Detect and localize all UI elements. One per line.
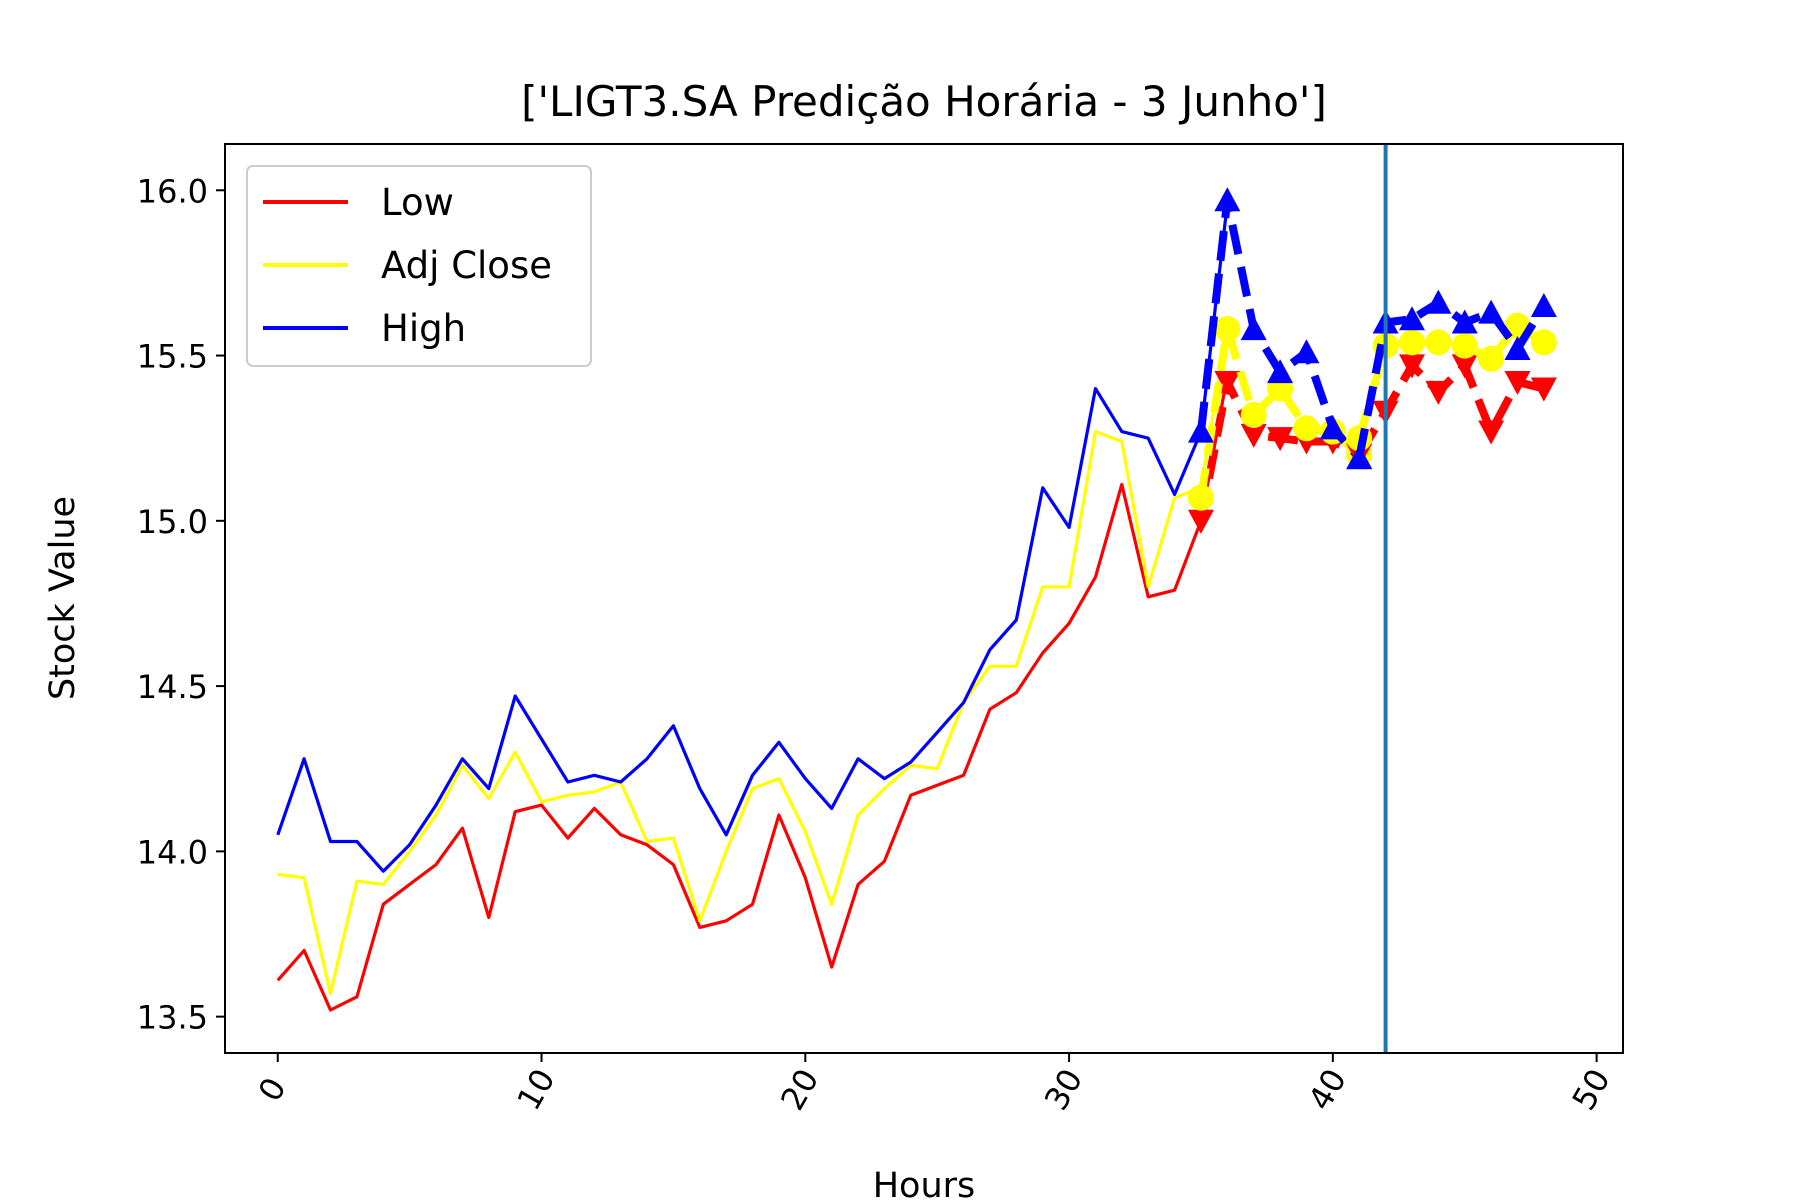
y-axis: 13.5 14.0 14.5 15.0 15.5 16.0 xyxy=(137,172,225,1037)
data-point xyxy=(1214,316,1241,343)
data-point xyxy=(1478,299,1505,324)
y-tick-label: 16.0 xyxy=(137,172,208,210)
data-point xyxy=(1293,339,1320,364)
legend-box xyxy=(246,165,592,367)
data-point xyxy=(1425,289,1452,314)
data-point xyxy=(1398,329,1425,356)
y-axis-title: Stock Value xyxy=(43,496,83,700)
data-point xyxy=(1240,423,1267,448)
axes-frame xyxy=(224,143,1624,1054)
data-point xyxy=(1425,380,1452,405)
data-point xyxy=(1240,402,1267,429)
chart-title: ['LIGT3.SA Predição Horária - 3 Junho'] xyxy=(521,77,1327,126)
data-point xyxy=(1293,415,1320,442)
data-point xyxy=(1346,445,1373,470)
series-line xyxy=(277,328,1229,996)
y-tick-label: 13.5 xyxy=(137,999,208,1037)
series-adj-close xyxy=(277,328,1229,996)
data-point xyxy=(1530,292,1557,318)
data-point xyxy=(1530,377,1557,402)
data-point xyxy=(1240,316,1267,341)
x-axis-title: Hours xyxy=(873,1166,976,1200)
data-point xyxy=(1398,354,1425,379)
data-point xyxy=(1319,415,1346,440)
data-point xyxy=(1187,418,1214,443)
series-line xyxy=(276,375,1229,1012)
data-point xyxy=(1187,509,1214,534)
data-point xyxy=(1451,309,1478,334)
legend-label: Adj Close xyxy=(381,244,552,287)
data-point xyxy=(1214,187,1241,212)
data-point xyxy=(1478,345,1505,372)
prediction-series-8 xyxy=(1346,289,1557,470)
y-tick-label: 14.0 xyxy=(137,833,208,871)
series-low xyxy=(276,375,1229,1012)
data-point xyxy=(1451,354,1478,379)
data-point xyxy=(1267,359,1294,384)
data-point xyxy=(1478,420,1505,445)
legend-label: High xyxy=(381,307,466,350)
data-point xyxy=(1451,332,1478,359)
legend: Low Adj Close High xyxy=(246,165,592,367)
series-high xyxy=(276,203,1229,873)
plot-area xyxy=(276,144,1557,1053)
y-tick-label: 14.5 xyxy=(137,668,208,706)
data-point xyxy=(1530,329,1557,356)
y-tick-label: 15.5 xyxy=(137,338,208,376)
data-point xyxy=(1267,427,1294,452)
series-line xyxy=(276,203,1229,873)
data-point xyxy=(1425,329,1452,356)
y-tick-label: 15.0 xyxy=(137,503,208,541)
data-point xyxy=(1398,306,1425,331)
data-point xyxy=(1504,335,1531,360)
data-point xyxy=(1504,370,1531,395)
prediction-series-6 xyxy=(1346,354,1557,468)
data-point xyxy=(1214,370,1241,395)
legend-label: Low xyxy=(381,181,454,224)
data-point xyxy=(1187,484,1214,511)
